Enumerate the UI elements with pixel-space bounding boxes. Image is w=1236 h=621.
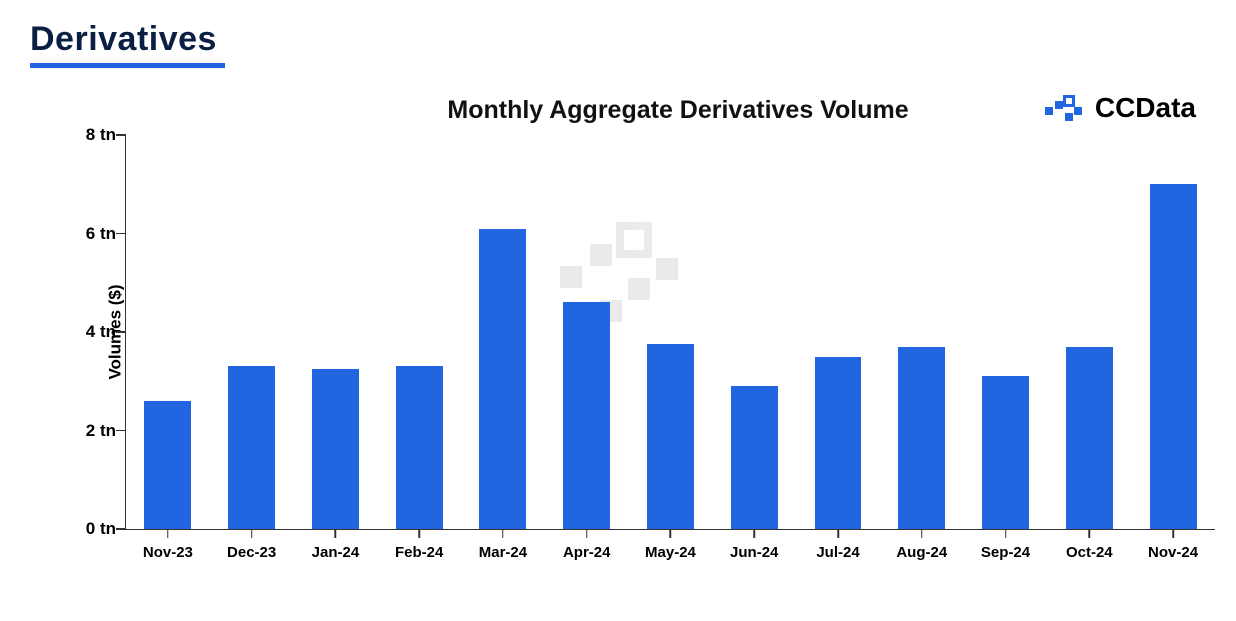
bar-column: Apr-24: [545, 135, 629, 529]
bar: [647, 344, 694, 529]
bar: [479, 229, 526, 529]
chart-area: Volumes ($) Nov-23Dec-23Jan-24Feb-24Mar-…: [50, 135, 1220, 575]
bar: [815, 357, 862, 529]
x-tick-label: Feb-24: [395, 544, 443, 561]
bar-column: Mar-24: [461, 135, 545, 529]
bar-column: May-24: [629, 135, 713, 529]
x-tick-label: Jul-24: [816, 544, 859, 561]
bar-column: Dec-23: [210, 135, 294, 529]
x-tick-label: Nov-24: [1148, 544, 1198, 561]
chart-header: Monthly Aggregate Derivatives Volume CCD…: [30, 96, 1206, 125]
x-tick-label: Oct-24: [1066, 544, 1113, 561]
x-tick-label: Apr-24: [563, 544, 611, 561]
bar: [228, 366, 275, 529]
plot-region: Volumes ($) Nov-23Dec-23Jan-24Feb-24Mar-…: [125, 135, 1215, 530]
x-tick-label: Dec-23: [227, 544, 276, 561]
y-tick-label: 8 tn: [66, 125, 116, 145]
x-tick: [837, 529, 839, 538]
y-tick-label: 4 tn: [66, 322, 116, 342]
y-tick: [116, 528, 126, 530]
y-tick: [116, 430, 126, 432]
x-tick-label: Mar-24: [479, 544, 527, 561]
bar-column: Oct-24: [1047, 135, 1131, 529]
bar: [1150, 184, 1197, 529]
bar-column: Feb-24: [377, 135, 461, 529]
bars-container: Nov-23Dec-23Jan-24Feb-24Mar-24Apr-24May-…: [126, 135, 1215, 529]
bar: [312, 369, 359, 529]
bar: [144, 401, 191, 529]
bar: [898, 347, 945, 529]
x-tick: [1172, 529, 1174, 538]
x-tick: [335, 529, 337, 538]
bar-column: Nov-24: [1131, 135, 1215, 529]
x-tick: [586, 529, 588, 538]
brand-name: CCData: [1095, 92, 1196, 124]
bar: [396, 366, 443, 529]
y-tick-label: 0 tn: [66, 519, 116, 539]
x-tick: [753, 529, 755, 538]
bar: [982, 376, 1029, 529]
bar-column: Aug-24: [880, 135, 964, 529]
x-tick: [1005, 529, 1007, 538]
x-tick-label: Aug-24: [896, 544, 947, 561]
bar-column: Jan-24: [294, 135, 378, 529]
bar: [563, 302, 610, 529]
y-tick: [116, 331, 126, 333]
x-tick: [418, 529, 420, 538]
x-tick-label: Jun-24: [730, 544, 778, 561]
x-tick-label: Jan-24: [312, 544, 360, 561]
x-tick: [502, 529, 504, 538]
bar-column: Jun-24: [712, 135, 796, 529]
y-tick: [116, 233, 126, 235]
x-tick-label: Nov-23: [143, 544, 193, 561]
y-tick-label: 2 tn: [66, 421, 116, 441]
bar-column: Sep-24: [964, 135, 1048, 529]
x-tick: [1089, 529, 1091, 538]
bar-column: Jul-24: [796, 135, 880, 529]
bar-column: Nov-23: [126, 135, 210, 529]
x-tick: [251, 529, 253, 538]
section-heading: Derivatives: [30, 20, 1206, 68]
y-tick: [116, 134, 126, 136]
brand-logo-block: CCData: [1041, 92, 1196, 124]
x-tick: [167, 529, 169, 538]
bar: [1066, 347, 1113, 529]
x-tick-label: May-24: [645, 544, 696, 561]
x-tick-label: Sep-24: [981, 544, 1030, 561]
y-tick-label: 6 tn: [66, 224, 116, 244]
x-tick: [670, 529, 672, 538]
x-tick: [921, 529, 923, 538]
brand-logo-icon: [1041, 93, 1085, 123]
section-title: Derivatives: [30, 20, 217, 65]
bar: [731, 386, 778, 529]
